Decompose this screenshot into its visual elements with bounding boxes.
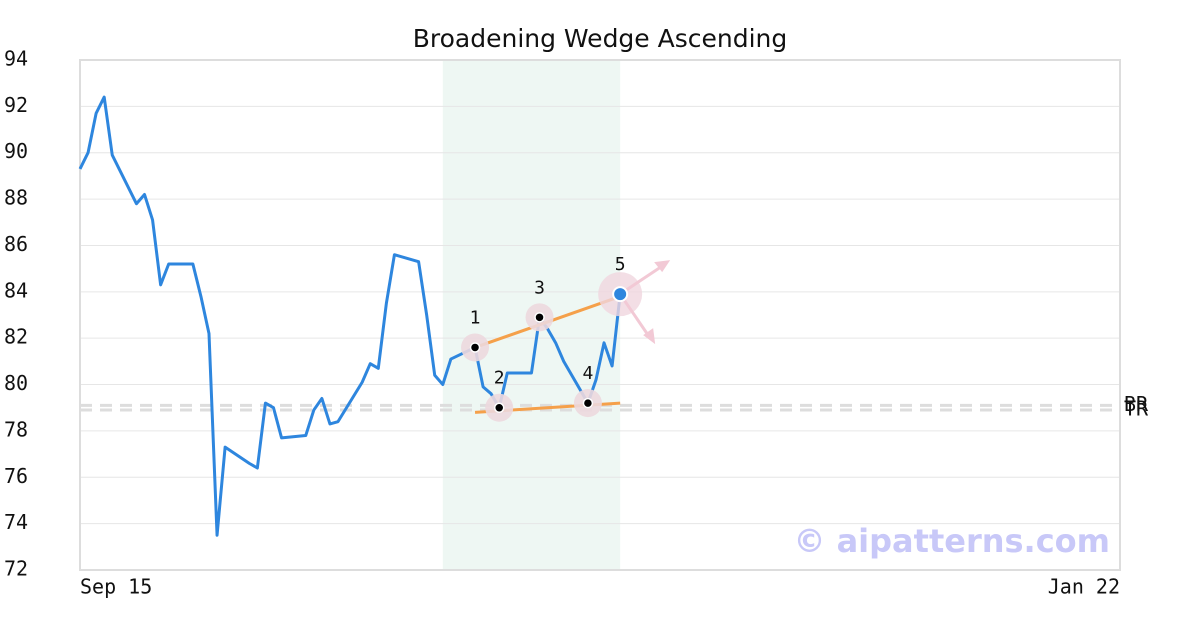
y-tick-label: 78	[4, 417, 28, 441]
plot-frame	[79, 59, 1121, 571]
arrow	[618, 293, 652, 339]
y-tick-label: 88	[4, 186, 28, 210]
pattern-point	[469, 342, 481, 353]
y-tick-label: 82	[4, 325, 28, 349]
x-tick-label: Sep 15	[80, 575, 152, 599]
pattern-point	[582, 397, 594, 409]
y-tick-label: 76	[4, 464, 28, 488]
y-tick-label: 80	[4, 371, 28, 395]
level-label: TR	[1124, 397, 1149, 421]
arrow-head	[654, 260, 671, 273]
x-tick-label: Jan 22	[1048, 575, 1120, 599]
y-tick-label: 74	[4, 510, 28, 534]
y-tick-label: 90	[4, 139, 28, 163]
level-label: BR	[1124, 392, 1149, 416]
y-tick-label: 94	[4, 47, 28, 71]
point-label: 3	[534, 277, 545, 298]
pattern-point	[612, 286, 629, 303]
watermark: © aipatterns.com	[793, 522, 1110, 560]
y-tick-label: 72	[4, 557, 28, 581]
arrow-head	[643, 328, 656, 345]
y-tick-label: 84	[4, 278, 28, 302]
y-tick-label: 92	[4, 93, 28, 117]
point-label: 5	[615, 254, 626, 275]
pattern-point	[534, 312, 545, 323]
y-tick-label: 86	[4, 232, 28, 256]
point-label: 2	[494, 368, 505, 389]
chart-title: Broadening Wedge Ascending	[413, 24, 788, 53]
point-label: 1	[470, 307, 481, 328]
arrow	[619, 262, 666, 296]
pattern-point	[493, 402, 505, 413]
point-label: 4	[582, 363, 593, 384]
